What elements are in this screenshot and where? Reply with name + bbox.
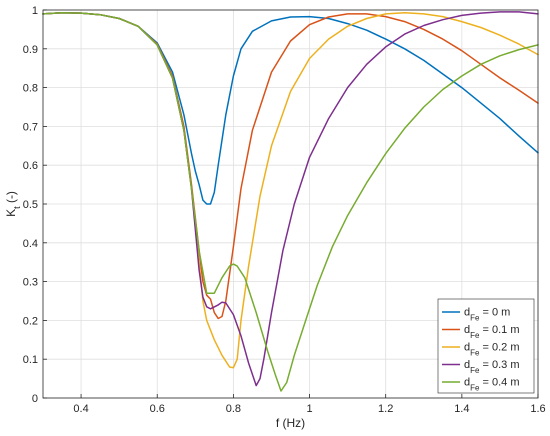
y-tick-label: 0.9 [23,44,38,56]
y-axis-label: Kt (-) [4,191,22,217]
legend-label: dFe = 0.3 m [464,359,520,375]
y-tick-label: 1 [32,5,38,17]
x-tick-label: 1.6 [530,403,545,415]
axis-ticks: 0.4 0.6 0.8 1 1.2 1.4 1.6 0 0.1 0.2 0.3 0.4 0.5 0.6 0.… [23,5,546,415]
legend-label: dFe = 0.1 m [464,324,520,340]
y-tick-label: 0.2 [23,315,38,327]
y-tick-label: 0.1 [23,354,38,366]
x-tick-label: 0.4 [73,403,88,415]
legend-box [437,298,535,394]
legend-label: dFe = 0 m [464,307,510,323]
x-tick-label: 0.6 [150,403,165,415]
y-tick-label: 0.6 [23,160,38,172]
x-tick-label: 1 [306,403,312,415]
x-tick-label: 1.4 [454,403,469,415]
series-line [42,11,539,392]
y-tick-label: 0.4 [23,238,38,250]
y-tick-label: 0.3 [23,277,38,289]
x-tick-label: 1.2 [378,403,393,415]
x-axis-label: f (Hz) [276,416,305,430]
y-tick-label: 0.5 [23,199,38,211]
series-group [42,11,539,392]
legend-label: dFe = 0.4 m [464,377,520,393]
x-tick-label: 0.8 [226,403,241,415]
legend-label: dFe = 0.2 m [464,342,520,358]
y-tick-label: 0.7 [23,121,38,133]
y-tick-label: 0.8 [23,83,38,95]
y-tick-label: 0 [32,393,38,405]
